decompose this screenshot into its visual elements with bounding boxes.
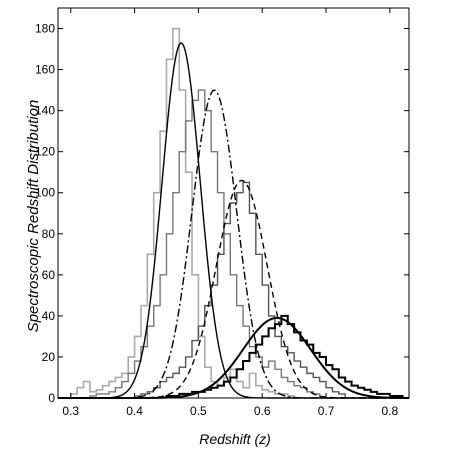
y-tick-label: 40: [42, 309, 56, 323]
histogram-layer: [69, 27, 404, 399]
x-tick-label: 0.4: [126, 404, 143, 418]
y-axis-title: Spectroscopic Redshift Distribution: [25, 100, 42, 333]
histogram-series-0: [69, 27, 301, 399]
y-tick-label: 20: [42, 350, 56, 364]
y-tick-label: 60: [42, 268, 56, 282]
histogram-series-1: [89, 89, 321, 398]
x-tick-label: 0.8: [382, 404, 399, 418]
histogram-series-2: [133, 181, 346, 398]
x-tick-label: 0.3: [62, 404, 79, 418]
y-tick-label: 140: [35, 104, 55, 118]
plot-frame: [57, 7, 410, 399]
y-tick-label: 100: [35, 186, 55, 200]
y-tick-label: 120: [35, 145, 55, 159]
x-axis-title: Redshift (z): [199, 431, 271, 447]
y-tick-label: 160: [35, 63, 55, 77]
axis-ticks: 0.3 0.4 0.5 0.6 0.7 0.8 0 20 40 60 80 100 120 140 160 1…: [35, 8, 409, 418]
y-tick-label: 0: [48, 391, 55, 405]
y-tick-label: 80: [42, 227, 56, 241]
y-tick-label: 180: [35, 22, 55, 36]
x-tick-label: 0.6: [254, 404, 271, 418]
x-tick-label: 0.7: [318, 404, 335, 418]
histogram-series-3: [165, 314, 404, 398]
x-tick-label: 0.5: [190, 404, 207, 418]
